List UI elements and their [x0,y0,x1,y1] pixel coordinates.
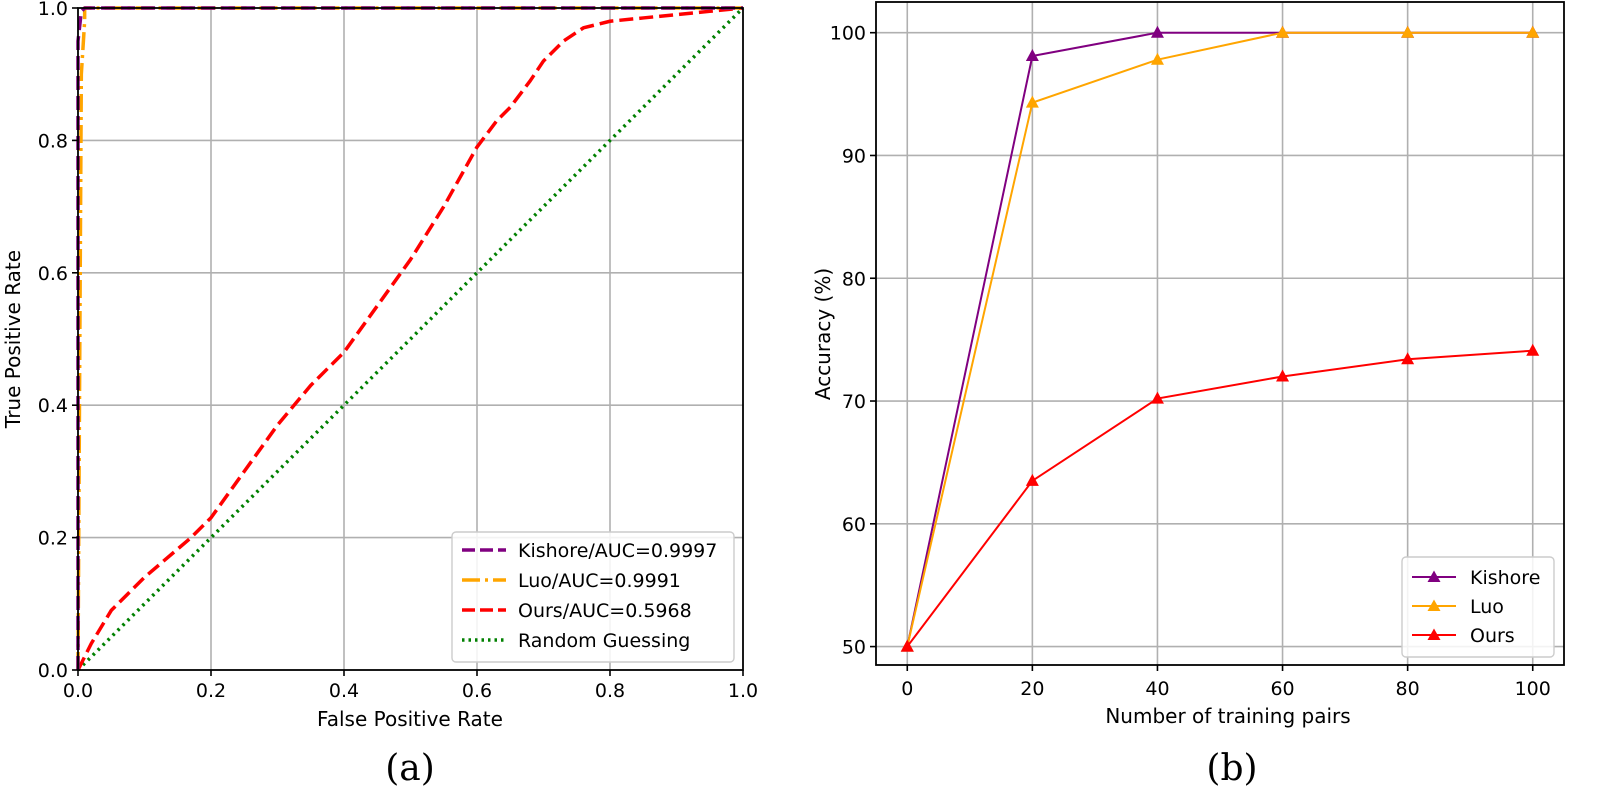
accuracy-legend: Kishore Luo Ours [1401,556,1555,658]
roc-ticks: 0.0 0.2 0.4 0.6 0.8 1.0 0.0 0.2 0.4 0.6 0.8 1.0 [38,0,758,702]
roc-legend-box [451,531,735,663]
legend-label-ours-acc: Ours [1470,625,1515,647]
accuracy-point-luo [1025,95,1039,108]
accuracy-line-luo [906,31,1533,647]
accuracy-x-tick-label: 40 [1145,678,1169,700]
roc-y-tick-label: 0.4 [38,395,68,417]
roc-grid [78,8,743,670]
accuracy-x-tick-label: 100 [1515,678,1551,700]
accuracy-grid [876,2,1564,665]
accuracy-series [900,25,1540,652]
accuracy-line-ours [906,349,1533,648]
accuracy-y-tick-label: 90 [842,145,866,167]
legend-label-random-roc: Random Guessing [518,630,690,652]
accuracy-point-luo [1150,52,1164,65]
accuracy-x-tick-label: 0 [901,678,913,700]
accuracy-x-tick-label: 20 [1020,678,1044,700]
legend-label-ours-roc: Ours/AUC=0.5968 [518,600,692,622]
accuracy-line-kishore [906,31,1533,647]
legend-label-kishore-acc: Kishore [1470,567,1540,589]
roc-curve-ours [76,6,744,671]
accuracy-y-tick-label: 100 [830,23,866,45]
panel-b-caption: (b) [1206,748,1257,789]
accuracy-y-tick-label: 60 [842,514,866,536]
roc-y-tick-label: 0.6 [38,263,68,285]
accuracy-point-ours [900,639,914,652]
legend-marker-ours-acc [1427,628,1441,640]
accuracy-point-ours [1025,473,1039,486]
accuracy-y-tick-label: 70 [842,391,866,413]
roc-y-tick-label: 0.0 [38,660,68,682]
roc-x-tick-label: 0.8 [595,680,625,702]
accuracy-point-luo [1276,25,1290,38]
roc-x-tick-label: 0.2 [196,680,226,702]
roc-y-tick-label: 0.8 [38,130,68,152]
accuracy-x-axis-label: Number of training pairs [1105,704,1350,728]
accuracy-chart: 0 20 40 60 80 100 50 60 70 80 90 100 Number of trai… [811,1,1565,789]
accuracy-plot-frame [875,1,1565,666]
roc-legend: Kishore/AUC=0.9997 Luo/AUC=0.9991 Ours/A… [451,531,735,663]
roc-chart: 0.0 0.2 0.4 0.6 0.8 1.0 0.0 0.2 0.4 0.6 0.8 1.0 Fal… [1,0,758,789]
accuracy-x-tick-label: 60 [1270,678,1294,700]
roc-x-tick-label: 1.0 [728,680,758,702]
legend-marker-luo-acc [1427,599,1441,611]
legend-label-luo-roc: Luo/AUC=0.9991 [518,570,681,592]
accuracy-point-ours [1150,391,1164,404]
roc-x-tick-label: 0.6 [462,680,492,702]
roc-x-tick-label: 0.4 [329,680,359,702]
roc-plot-frame [77,7,744,671]
roc-x-tick-label: 0.0 [63,680,93,702]
legend-marker-kishore-acc [1427,570,1441,582]
accuracy-ticks: 0 20 40 60 80 100 50 60 70 80 90 100 [830,23,1551,700]
accuracy-point-luo [1401,25,1415,38]
accuracy-point-ours [1526,343,1540,356]
accuracy-y-tick-label: 50 [842,637,866,659]
accuracy-y-tick-label: 80 [842,268,866,290]
roc-x-axis-label: False Positive Rate [317,707,503,731]
panel-a-caption: (a) [385,748,435,789]
accuracy-point-kishore [1150,25,1164,38]
legend-label-luo-acc: Luo [1470,596,1504,618]
accuracy-x-tick-label: 80 [1396,678,1420,700]
accuracy-point-ours [1276,369,1290,382]
roc-curve-random-guessing [76,6,745,672]
accuracy-point-ours [1401,352,1415,365]
roc-y-axis-label: True Positive Rate [1,250,25,429]
accuracy-point-luo [1526,25,1540,38]
accuracy-y-axis-label: Accuracy (%) [811,268,835,400]
roc-y-tick-label: 1.0 [38,0,68,20]
legend-label-kishore-roc: Kishore/AUC=0.9997 [518,540,717,562]
accuracy-point-kishore [1025,49,1039,62]
roc-y-tick-label: 0.2 [38,528,68,550]
